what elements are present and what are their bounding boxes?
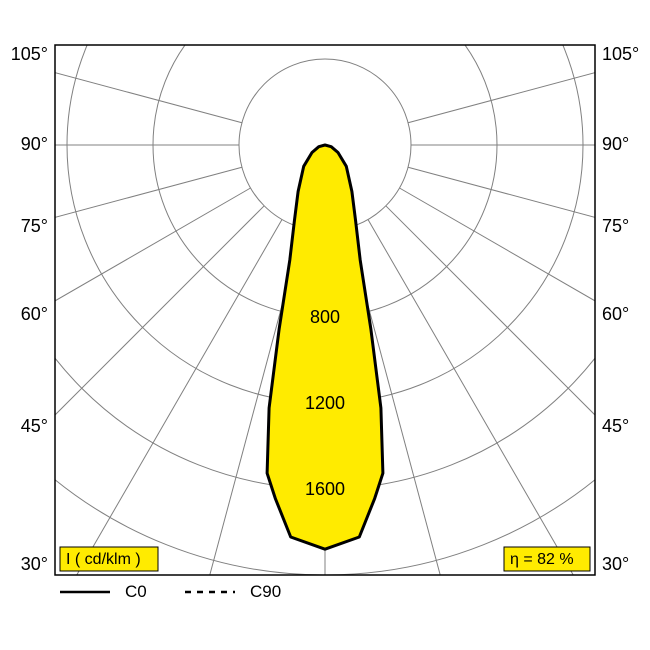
legend-units-text: I ( cd/klm ) [66,551,141,568]
angle-tick-label-left: 60° [21,304,48,324]
polar-chart-container: 800 1200 1600 105° 90° 75° 60° 45° 30° 105° 90° 75°… [0,0,650,650]
angle-tick-label-left: 90° [21,134,48,154]
angle-tick-label-right: 45° [602,416,629,436]
legend-efficiency-text: η = 82 % [510,551,574,568]
angle-tick-label-right: 60° [602,304,629,324]
radial-tick-label: 1600 [305,479,345,499]
angle-tick-label-left: 105° [11,44,48,64]
legend-c0-label: C0 [125,582,147,601]
angle-tick-label-left: 30° [21,554,48,574]
angle-tick-label-left: 45° [21,416,48,436]
angle-tick-label-right: 75° [602,216,629,236]
angle-tick-label-right: 105° [602,44,639,64]
radial-tick-label: 1200 [305,393,345,413]
legend-c90-label: C90 [250,582,281,601]
angle-tick-label-left: 75° [21,216,48,236]
angle-tick-label-right: 30° [602,554,629,574]
radial-tick-label: 800 [310,307,340,327]
angle-tick-label-right: 90° [602,134,629,154]
polar-chart-svg: 800 1200 1600 105° 90° 75° 60° 45° 30° 105° 90° 75°… [0,0,650,650]
